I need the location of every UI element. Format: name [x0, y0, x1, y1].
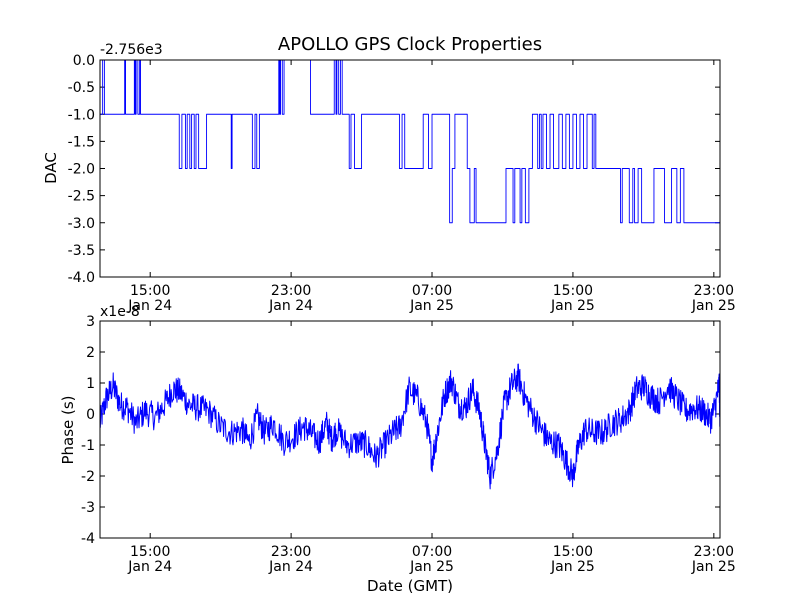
bottom-y-tick-label: -3	[81, 500, 95, 516]
bottom-y-tick-label: 0	[86, 407, 95, 423]
top-x-tick-time: 15:00	[553, 283, 593, 299]
top-plot-frame	[99, 59, 721, 278]
top-y-tick-label: -2.5	[68, 189, 95, 205]
bottom-series-line-phase	[99, 363, 721, 490]
top-x-tick-date: Jan 25	[409, 298, 454, 314]
top-y-tick-label: -0.5	[68, 80, 95, 96]
top-x-tick-time: 23:00	[694, 283, 734, 299]
top-y-tick-label: -3.0	[68, 216, 95, 232]
top-x-tick-date: Jan 24	[268, 298, 313, 314]
top-y-tick-label: -1.5	[68, 134, 95, 150]
bottom-x-tick-time: 23:00	[271, 544, 311, 560]
top-chart: APOLLO GPS Clock Properties -2.756e3 DAC…	[42, 34, 736, 314]
bottom-x-tick-date: Jan 25	[409, 559, 454, 575]
bottom-x-tick-date: Jan 24	[268, 559, 313, 575]
top-x-tick-time: 07:00	[412, 283, 452, 299]
top-y-tick-label: -4.0	[68, 270, 95, 286]
top-plot-area: 0.0 -0.5 -1.0 -1.5 -2.0 -2.5 -3.0 -3.5 -4.0 15:00…	[68, 53, 736, 314]
bottom-x-tick-time: 07:00	[412, 544, 452, 560]
top-y-tick-label: -1.0	[68, 107, 95, 123]
top-y-tick-label: -3.5	[68, 243, 95, 259]
bottom-y-tick-label: 2	[86, 345, 95, 361]
bottom-x-tick-time: 15:00	[130, 544, 170, 560]
top-x-tick-time: 15:00	[130, 283, 170, 299]
bottom-y-tick-label: -2	[81, 469, 95, 485]
bottom-y-tick-label: -1	[81, 438, 95, 454]
bottom-y-tick-label: -4	[81, 531, 95, 547]
bottom-y-tick-label: 3	[86, 314, 95, 330]
top-x-tick-date: Jan 25	[691, 298, 736, 314]
top-x-tick-time: 23:00	[271, 283, 311, 299]
bottom-x-tick-date: Jan 24	[127, 559, 172, 575]
top-y-tick-label: -2.0	[68, 162, 95, 178]
bottom-chart: x1e-8 Phase (s) Date (GMT) 3 2 1 0 -1 -2 -3 -4 1…	[59, 304, 736, 595]
bottom-x-axis-label: Date (GMT)	[367, 577, 453, 595]
top-offset-label: -2.756e3	[100, 42, 163, 58]
top-y-tick-label: 0.0	[73, 53, 95, 69]
bottom-offset-label: x1e-8	[100, 304, 140, 320]
bottom-x-tick-time: 23:00	[694, 544, 734, 560]
chart-title: APOLLO GPS Clock Properties	[278, 34, 542, 55]
bottom-x-tick-time: 15:00	[553, 544, 593, 560]
top-series-line-dac	[100, 59, 721, 267]
top-x-tick-date: Jan 25	[550, 298, 595, 314]
bottom-x-tick-date: Jan 25	[550, 559, 595, 575]
bottom-plot-frame	[99, 320, 721, 539]
top-x-tick-date: Jan 24	[127, 298, 172, 314]
top-y-axis-label: DAC	[42, 152, 60, 184]
bottom-x-tick-date: Jan 25	[691, 559, 736, 575]
bottom-y-tick-label: 1	[86, 376, 95, 392]
bottom-y-axis-label: Phase (s)	[59, 395, 77, 464]
